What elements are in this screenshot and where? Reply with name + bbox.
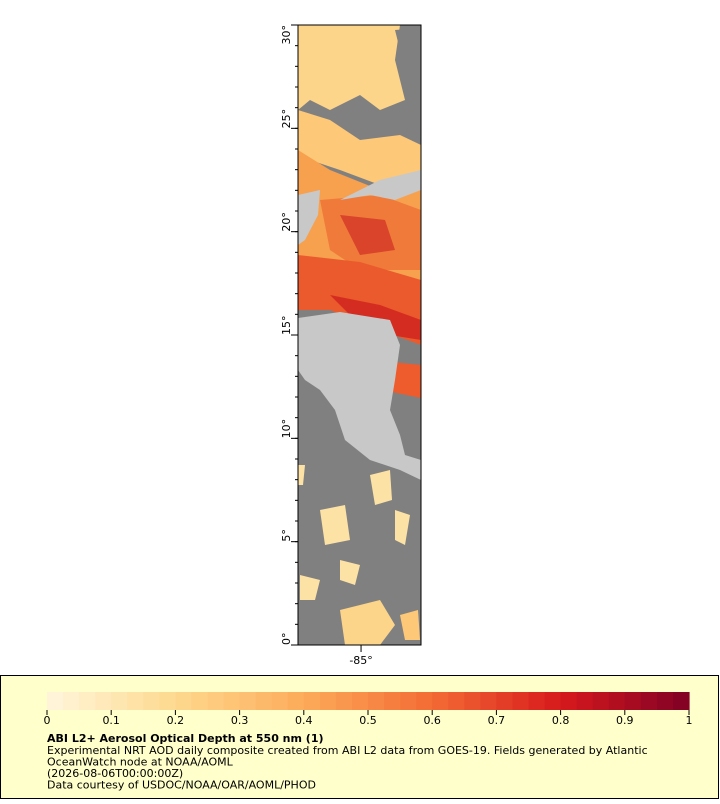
- colorbar-swatch: [127, 692, 144, 710]
- colorbar-tick-label: 0.2: [167, 714, 185, 727]
- x-tick-label: -85°: [349, 654, 372, 667]
- colorbar-swatch: [544, 692, 562, 710]
- colorbar-swatch: [335, 692, 353, 710]
- colorbar-swatch: [95, 692, 112, 710]
- colorbar-swatch: [47, 692, 64, 710]
- colorbar-swatch: [464, 692, 481, 710]
- legend-description: (2026-08-06T00:00:00Z): [47, 767, 183, 780]
- colorbar-tick-label: 0.8: [552, 714, 570, 727]
- colorbar-swatch: [512, 692, 530, 710]
- legend-title: ABI L2+ Aerosol Optical Depth at 550 nm …: [47, 732, 324, 745]
- colorbar-swatch: [368, 692, 385, 710]
- colorbar-tick-label: 0.1: [102, 714, 120, 727]
- colorbar-swatch: [560, 692, 578, 710]
- colorbar-tick-label: 0.6: [423, 714, 441, 727]
- legend-description: Data courtesy of USDOC/NOAA/OAR/AOML/PHO…: [47, 779, 316, 792]
- colorbar-swatch: [319, 692, 337, 710]
- colorbar-swatch: [143, 692, 160, 710]
- y-tick-label: 25°: [280, 109, 293, 129]
- colorbar-swatch: [207, 692, 225, 710]
- colorbar-tick-label: 1: [686, 714, 693, 727]
- map-image: [298, 25, 421, 645]
- colorbar-swatch: [271, 692, 289, 710]
- y-tick-label: 20°: [280, 212, 293, 232]
- colorbar-swatch: [608, 692, 626, 710]
- y-tick-label: 15°: [280, 316, 293, 336]
- colorbar-swatch: [223, 692, 241, 710]
- y-tick-label: 10°: [280, 419, 293, 439]
- colorbar-tick-label: 0: [44, 714, 51, 727]
- colorbar-swatch: [624, 692, 642, 710]
- colorbar-swatch: [303, 692, 321, 710]
- legend-description: Experimental NRT AOD daily composite cre…: [47, 744, 648, 757]
- colorbar-swatch: [576, 692, 594, 710]
- colorbar-swatch: [496, 692, 514, 710]
- colorbar-swatch: [79, 692, 96, 710]
- colorbar-tick-label: 0.9: [616, 714, 634, 727]
- colorbar-swatch: [592, 692, 610, 710]
- colorbar-tick-label: 0.4: [295, 714, 313, 727]
- legend-description: OceanWatch node at NOAA/AOML: [47, 756, 234, 769]
- y-tick-label: 5°: [280, 529, 293, 542]
- colorbar-swatch: [384, 692, 401, 710]
- colorbar-swatch: [672, 692, 690, 710]
- colorbar-swatch: [448, 692, 465, 710]
- colorbar-swatch: [480, 692, 497, 710]
- colorbar-swatch: [111, 692, 128, 710]
- colorbar-swatch: [351, 692, 369, 710]
- colorbar-swatch: [416, 692, 433, 710]
- colorbar-swatch: [239, 692, 257, 710]
- colorbar-swatch: [528, 692, 546, 710]
- colorbar-tick-label: 0.5: [359, 714, 377, 727]
- y-tick-label: 0°: [280, 633, 293, 646]
- colorbar-swatch: [159, 692, 176, 710]
- colorbar-tick-label: 0.3: [231, 714, 249, 727]
- y-tick-label: 30°: [280, 25, 293, 45]
- colorbar-swatch: [175, 692, 193, 710]
- colorbar-swatch: [63, 692, 80, 710]
- colorbar-swatch: [191, 692, 209, 710]
- colorbar-swatch: [656, 692, 674, 710]
- colorbar-swatch: [400, 692, 417, 710]
- colorbar-swatch: [287, 692, 305, 710]
- colorbar-swatch: [640, 692, 658, 710]
- colorbar-tick-label: 0.7: [488, 714, 506, 727]
- colorbar-swatch: [255, 692, 273, 710]
- colorbar-swatch: [432, 692, 449, 710]
